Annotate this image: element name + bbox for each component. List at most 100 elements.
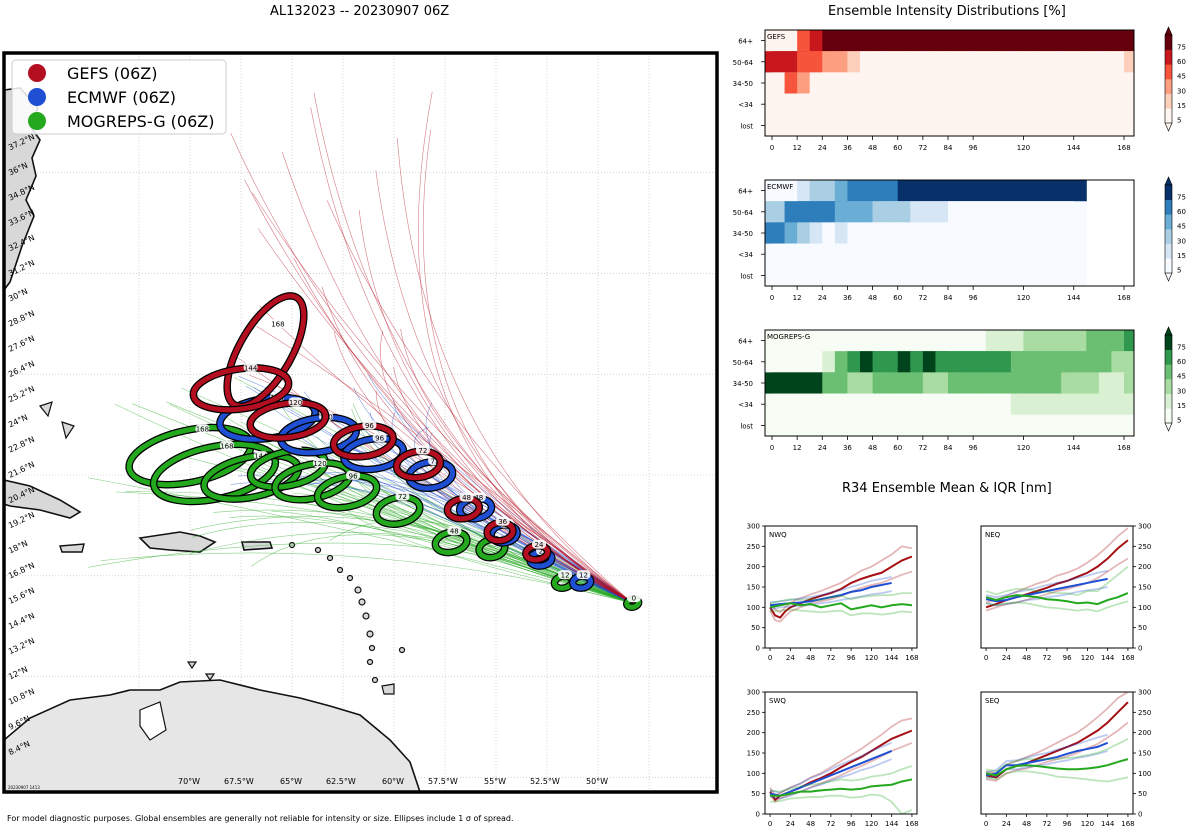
- track-line: [244, 179, 633, 604]
- heatmap-x-tick: 84: [944, 444, 953, 452]
- heatmap-cell: [1061, 201, 1087, 223]
- gefs-iqr-high: [985, 527, 1129, 604]
- ecmwf-iqr-low: [769, 758, 893, 800]
- land-bahamas: [38, 401, 53, 418]
- r34-y-tick: 100: [747, 770, 760, 778]
- lon-label: 55°W: [484, 777, 506, 786]
- heatmap-x-tick: 72: [918, 294, 927, 302]
- r34-panel-label: SWQ: [769, 697, 786, 705]
- r34-x-tick: 120: [865, 820, 878, 828]
- heatmap-panel-label: GEFS: [767, 33, 786, 41]
- colorbar-ecmwf: 5 15 30 45 60 75: [1164, 176, 1186, 282]
- heatmap-row-label: 34-50: [733, 380, 753, 388]
- mogreps-g-iqr-high: [769, 765, 913, 793]
- mogreps-lead-label: 120: [313, 460, 326, 468]
- heatmap-x-tick: 12: [793, 144, 802, 152]
- r34-x-tick: 24: [1002, 820, 1011, 828]
- mogreps-g-iqr-high: [985, 565, 1129, 597]
- heatmap-frame: [764, 29, 1135, 137]
- gefs-lead-label: 48: [462, 494, 471, 502]
- r34-x-tick: 120: [1081, 820, 1094, 828]
- r34-frame: [980, 691, 1134, 815]
- track-line: [375, 170, 633, 604]
- r34-neq: NEQ 0 24 48 72 96 120 144 168 0 50 100 150 200 250 300: [980, 523, 1151, 662]
- gefs-iqr-high: [769, 545, 913, 614]
- heatmap-x-tick: 48: [868, 144, 877, 152]
- colorbar-segment: [1165, 349, 1172, 365]
- colorbar-tick: 30: [1177, 87, 1186, 95]
- lead-label-bg: [362, 420, 377, 430]
- mogreps-ellipse: [315, 473, 380, 511]
- colorbar-tick: 60: [1177, 58, 1186, 66]
- heatmap-x-tick: 60: [893, 444, 902, 452]
- r34-x-tick: 168: [1121, 820, 1134, 828]
- land-masses: [4, 87, 421, 792]
- track-map: 1681681441201209672483612014412096724836…: [2, 51, 719, 794]
- lead-label-bg: [395, 491, 410, 501]
- gefs-lead-label: 168: [271, 321, 284, 329]
- heatmap-x-tick: 0: [770, 144, 774, 152]
- legend-label-mogreps: MOGREPS-G (06Z): [67, 112, 214, 131]
- heatmap-x-tick: 168: [1117, 144, 1130, 152]
- intensity-title: Ensemble Intensity Distributions [%]: [828, 4, 1066, 19]
- r34-lines: [985, 527, 1129, 613]
- r34-y-tick: 0: [756, 811, 760, 819]
- r34-y-tick: 250: [1138, 543, 1151, 551]
- r34-x-tick: 0: [768, 820, 772, 828]
- r34-x-tick: 120: [1081, 654, 1094, 662]
- r34-y-tick: 150: [1138, 584, 1151, 592]
- heatmap-x-tick: 84: [944, 144, 953, 152]
- r34-x-tick: 120: [865, 654, 878, 662]
- colorbar-gefs: 5 15 30 45 60 75: [1164, 26, 1186, 132]
- heatmap-x-tick: 144: [1067, 294, 1081, 302]
- colorbar-tick: 60: [1177, 208, 1186, 216]
- legend-entry-gefs: GEFS (06Z): [28, 64, 157, 83]
- land-curacao: [204, 673, 216, 682]
- heatmap-x-tick: 24: [818, 444, 827, 452]
- colorbar-tick: 75: [1177, 44, 1186, 52]
- r34-y-tick: 100: [747, 604, 760, 612]
- legend-entry-mogreps: MOGREPS-G (06Z): [28, 112, 214, 131]
- gefs-lead-label: 24: [535, 541, 544, 549]
- colorbar-segment: [1165, 214, 1172, 230]
- heatmap-row-label: <34: [738, 101, 753, 109]
- r34-y-tick: 300: [747, 689, 760, 697]
- heatmap-x-tick: 24: [818, 144, 827, 152]
- r34-y-tick: 300: [747, 523, 760, 531]
- colorbar-tick: 15: [1177, 402, 1186, 410]
- r34-y-tick: 0: [1138, 811, 1142, 819]
- lead-label-bg: [495, 516, 510, 526]
- colorbar-segment: [1165, 364, 1172, 380]
- mogreps-g-mean-line: [985, 758, 1129, 777]
- heatmap-frame: [764, 329, 1135, 437]
- track-line: [256, 325, 633, 604]
- lead-label-bg: [372, 433, 387, 442]
- land-trinidad: [381, 683, 395, 695]
- colorbar-tick: 45: [1177, 73, 1186, 81]
- lead-label-bg: [576, 570, 591, 580]
- land-cuba: [4, 479, 82, 519]
- lead-label-bg: [288, 397, 303, 407]
- heatmap-cell: [1124, 372, 1135, 395]
- heatmap-x-tick: 12: [793, 294, 802, 302]
- mogreps-g-mean-line: [985, 592, 1129, 606]
- ecmwf-lead-label: 24: [539, 548, 548, 556]
- heatmap-x-tick: 36: [843, 144, 852, 152]
- heatmap-panel-label: ECMWF: [767, 183, 793, 191]
- heatmap-x-tick: 12: [793, 444, 802, 452]
- legend-label-gefs: GEFS (06Z): [67, 64, 157, 83]
- colorbar-arrow: [1164, 326, 1173, 336]
- colorbar-segment: [1165, 93, 1172, 109]
- lead-label-bg: [415, 445, 430, 455]
- r34-x-tick: 72: [1042, 654, 1051, 662]
- mogreps-g-iqr-low: [985, 600, 1129, 613]
- land-jamaica: [59, 543, 85, 553]
- track-line: [271, 510, 633, 604]
- colorbar-segment: [1165, 108, 1172, 124]
- r34-x-tick: 144: [885, 654, 899, 662]
- colorbar-tick: 15: [1177, 102, 1186, 110]
- map-footnote: For model diagnostic purposes. Global en…: [7, 814, 514, 823]
- lead-label-bg: [313, 458, 327, 468]
- heatmap-cell: [1124, 51, 1135, 73]
- r34-x-tick: 72: [1042, 820, 1051, 828]
